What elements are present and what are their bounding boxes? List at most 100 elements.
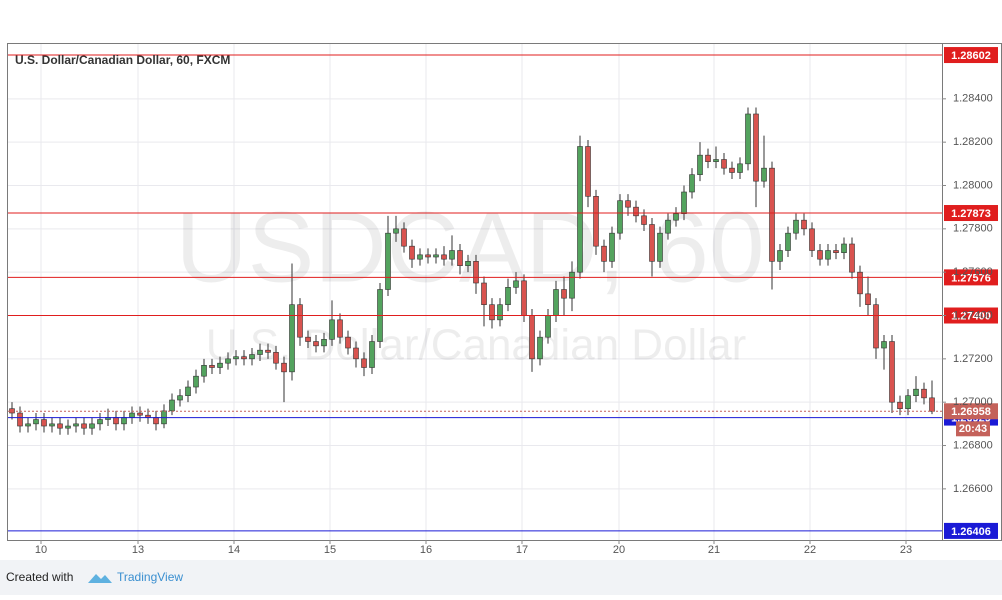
candle-body xyxy=(777,250,783,262)
candle-body xyxy=(721,159,727,169)
x-tick-label: 14 xyxy=(228,544,240,556)
candle-body xyxy=(481,282,487,305)
x-tick-label: 16 xyxy=(420,544,432,556)
footer: Created with TradingView xyxy=(6,570,183,584)
candle-body xyxy=(729,167,735,173)
candle-body xyxy=(385,232,391,290)
candle-body xyxy=(369,341,375,368)
x-tick-label: 21 xyxy=(708,544,720,556)
candle-body xyxy=(825,250,831,260)
candle-body xyxy=(449,250,455,260)
candle-body xyxy=(305,336,311,342)
countdown-label: 20:43 xyxy=(959,423,987,435)
candles xyxy=(9,107,935,435)
y-tick-label: 1.27400 xyxy=(953,309,993,321)
x-tick-label: 15 xyxy=(324,544,336,556)
candle-body xyxy=(361,358,367,368)
countdown-tag xyxy=(956,421,990,437)
candle-body xyxy=(529,315,535,360)
candle-body xyxy=(641,215,647,225)
candle-body xyxy=(393,228,399,234)
candle-body xyxy=(889,341,895,403)
candle-body xyxy=(601,245,607,262)
candle-body xyxy=(681,191,687,214)
candle-body xyxy=(137,412,143,416)
candle-body xyxy=(569,271,575,299)
candle-body xyxy=(193,375,199,388)
candle-body xyxy=(545,315,551,338)
candle-body xyxy=(177,395,183,401)
candle-body xyxy=(145,414,151,418)
y-tick-label: 1.26800 xyxy=(953,439,993,451)
candle-body xyxy=(625,200,631,208)
level-tag xyxy=(944,205,998,222)
level-label: 1.26406 xyxy=(951,526,991,538)
candle-body xyxy=(513,280,519,288)
level-label: 1.27576 xyxy=(951,272,991,284)
y-tick-label: 1.27800 xyxy=(953,223,993,235)
candle-body xyxy=(465,261,471,266)
candle-body xyxy=(321,339,327,347)
candle-body xyxy=(25,423,31,427)
candle-body xyxy=(65,425,71,429)
y-tick-label: 1.28000 xyxy=(953,179,993,191)
y-tick-label: 1.28200 xyxy=(953,136,993,148)
x-tick-label: 10 xyxy=(35,544,47,556)
candle-body xyxy=(433,254,439,258)
logo[interactable] xyxy=(88,574,112,583)
candle-body xyxy=(865,293,871,305)
candle-body xyxy=(401,228,407,247)
candle-body xyxy=(169,399,175,412)
footer-brand[interactable]: TradingView xyxy=(117,570,183,584)
candle-body xyxy=(257,349,263,355)
x-tick-label: 13 xyxy=(132,544,144,556)
candle-body xyxy=(81,423,87,429)
y-tick-label: 1.27200 xyxy=(953,353,993,365)
level-label: 1.27400 xyxy=(951,310,991,322)
candle-body xyxy=(841,243,847,253)
candle-body xyxy=(417,254,423,260)
candle-body xyxy=(921,388,927,399)
watermark: USDCAD, 60 xyxy=(175,191,764,303)
candle-body xyxy=(489,304,495,321)
levels: 1.286021.278731.275761.274001.269291.264… xyxy=(8,47,998,539)
candle-body xyxy=(129,412,135,418)
candle-body xyxy=(929,397,935,412)
candle-body xyxy=(233,356,239,360)
candle-body xyxy=(769,167,775,262)
y-tick-label: 1.27000 xyxy=(953,396,993,408)
candle-body xyxy=(353,347,359,360)
candle-body xyxy=(97,419,103,425)
level-tag xyxy=(944,269,998,286)
candle-body xyxy=(753,113,759,182)
candle-body xyxy=(873,304,879,349)
candle-body xyxy=(801,219,807,230)
candle-body xyxy=(113,417,119,425)
candle-body xyxy=(425,254,431,258)
candle-body xyxy=(185,386,191,396)
candle-body xyxy=(217,362,223,368)
candle-body xyxy=(833,250,839,253)
candle-body xyxy=(617,200,623,234)
candle-body xyxy=(849,243,855,273)
chart-title: U.S. Dollar/Canadian Dollar, 60, FXCM xyxy=(15,53,230,67)
candle-body xyxy=(289,304,295,373)
candle-body xyxy=(209,365,215,368)
watermark-subtitle: U.S. Dollar/Canadian Dollar xyxy=(206,321,746,370)
candle-body xyxy=(537,336,543,360)
candle-body xyxy=(337,319,343,338)
candle-body xyxy=(153,417,159,425)
candle-body xyxy=(249,354,255,360)
y-tick-label: 1.28400 xyxy=(953,93,993,105)
candle-body xyxy=(785,232,791,251)
candle-body xyxy=(73,423,79,427)
candle-body xyxy=(241,356,247,360)
candle-body xyxy=(497,304,503,321)
candle-body xyxy=(737,163,743,173)
candle-body xyxy=(329,319,335,340)
candle-body xyxy=(521,280,527,316)
candle-body xyxy=(593,196,599,247)
candle-body xyxy=(265,349,271,353)
candle-body xyxy=(665,219,671,234)
